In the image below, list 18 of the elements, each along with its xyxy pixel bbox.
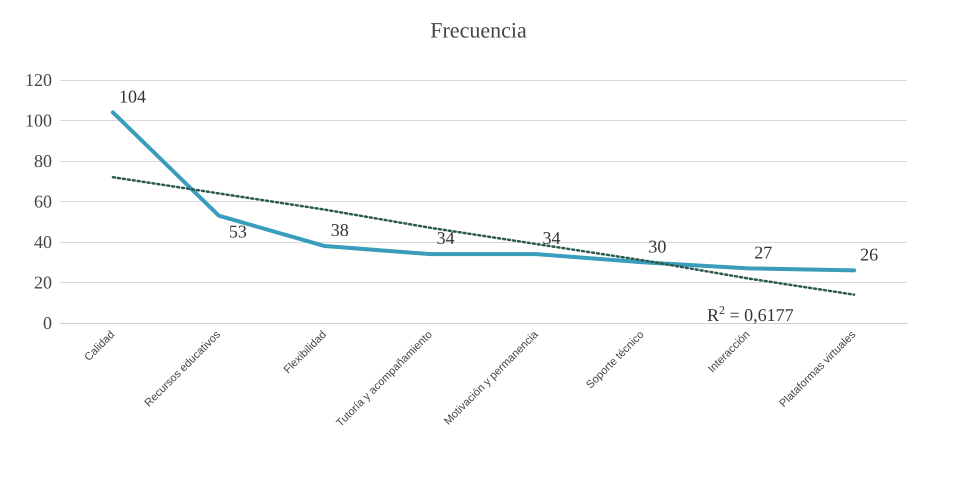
y-tick-label: 0 xyxy=(43,313,52,333)
data-label: 26 xyxy=(860,244,878,264)
chart-title: Frecuencia xyxy=(430,18,527,42)
data-label: 104 xyxy=(118,86,146,106)
y-tick-label: 20 xyxy=(34,272,52,292)
data-label: 34 xyxy=(436,228,455,248)
data-label: 53 xyxy=(228,222,247,242)
data-label: 34 xyxy=(542,228,560,248)
data-label: 30 xyxy=(648,236,666,256)
y-tick-label: 80 xyxy=(34,151,52,171)
y-tick-label: 120 xyxy=(25,70,52,90)
y-tick-label: 60 xyxy=(34,192,52,212)
y-tick-label: 40 xyxy=(34,232,52,252)
line-series xyxy=(110,110,856,272)
data-label: 27 xyxy=(754,242,772,262)
line-series xyxy=(112,176,856,296)
y-tick-label: 100 xyxy=(25,110,52,130)
data-label: 38 xyxy=(330,220,349,240)
